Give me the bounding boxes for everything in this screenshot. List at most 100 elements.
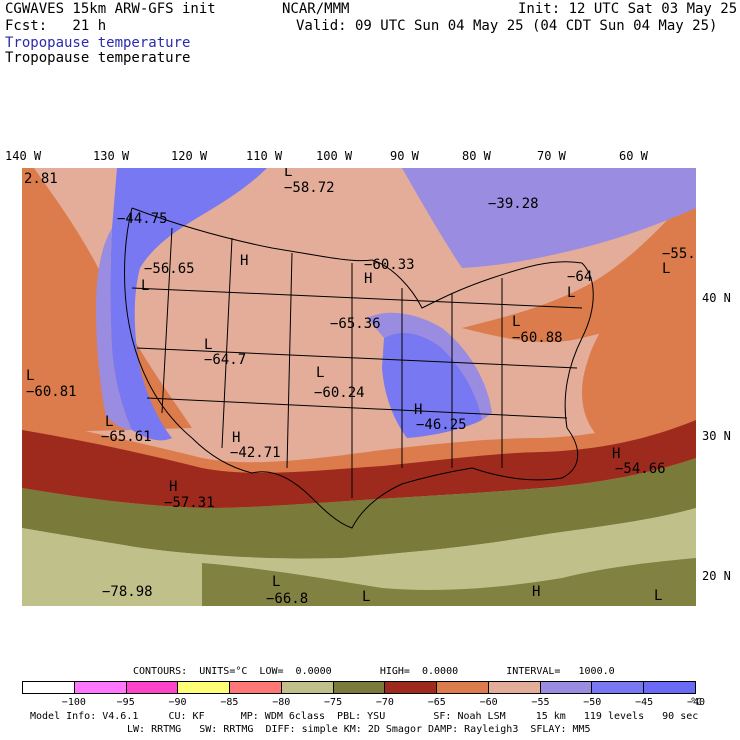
legend-tick-label: −45 (635, 697, 654, 708)
high-marker: H (364, 271, 372, 287)
low-marker: L (141, 278, 149, 294)
tropopause-value-label: −60.24 (314, 385, 365, 401)
band-lavender-pacific-nw (96, 228, 132, 430)
band-lavender-canada-east (422, 168, 542, 223)
legend-swatch (592, 682, 645, 693)
tropopause-value-label: −60.81 (26, 384, 77, 400)
forecast-hour: Fcst: 21 h (5, 18, 107, 34)
tropopause-value-label: −60.33 (364, 257, 415, 273)
lon-label: 70 W (537, 149, 566, 163)
legend-swatch (333, 682, 386, 693)
tropopause-value-label: −57.31 (164, 495, 215, 511)
legend-swatch (126, 682, 179, 693)
low-marker: L (204, 337, 212, 353)
tropopause-value-label: −65.36 (330, 316, 381, 332)
low-marker: L (272, 574, 280, 590)
tropopause-value-label: 2.81 (24, 171, 58, 187)
legend-swatch (281, 682, 334, 693)
legend-tick-label: −65 (427, 697, 446, 708)
band-olive-dark-south (22, 458, 696, 559)
band-lavender-midwest (367, 312, 492, 420)
legend-tick-label: −40 (686, 697, 706, 708)
band-blue-pacific-nw (110, 168, 267, 441)
tropopause-value-label: −46.25 (416, 417, 467, 433)
tropopause-temperature-map: 2.81 L−58.72−39.28−44.75H−56.65L−60.33H−5… (22, 168, 696, 606)
legend-tick-label: −80 (272, 697, 291, 708)
high-marker: H (169, 479, 177, 495)
tropopause-value-label: −56.65 (144, 261, 195, 277)
org-label: NCAR/MMM (282, 1, 350, 17)
tropopause-value-label: −78.98 (102, 584, 153, 600)
low-marker: L (512, 314, 520, 330)
high-marker: H (414, 402, 422, 418)
legend-tick-label: −90 (168, 697, 187, 708)
lat-label: 40 N (702, 291, 731, 305)
low-marker: L (26, 368, 34, 384)
political-boundaries (124, 207, 594, 529)
lon-label: 110 W (246, 149, 283, 163)
init-time: Init: 12 UTC Sat 03 May 25 (518, 1, 738, 17)
legend-swatch (540, 682, 593, 693)
tropopause-value-label: −64 (567, 269, 592, 285)
lat-label: 30 N (702, 429, 731, 443)
band-olive-light-south (22, 508, 696, 606)
low-marker: L (22, 168, 30, 172)
low-marker: L (654, 588, 662, 604)
low-marker: L (567, 285, 575, 301)
tropopause-value-label: −66.8 (266, 591, 308, 606)
tropopause-value-label: −64.7 (204, 352, 246, 368)
tropopause-value-label: −54.66 (615, 461, 666, 477)
band-blue-midwest (382, 332, 482, 438)
legend-unit: °C (689, 697, 703, 708)
legend-tick-label: −50 (583, 697, 602, 708)
map-panel: 2.81 L −58.72 −39.28 −44.75 H −56.65 L −60.33 H −5… (22, 168, 696, 606)
low-marker: L (105, 414, 113, 430)
tropopause-value-label: −65.61 (101, 429, 152, 445)
band-olive-dark-caribbean (202, 558, 696, 606)
tropopause-value-label: −60.88 (512, 330, 563, 346)
low-marker: L (22, 168, 30, 172)
legend-swatch (644, 682, 695, 693)
low-marker: L (362, 589, 370, 605)
low-marker: L (316, 365, 324, 381)
model-info-line1: Model Info: V4.6.1 CU: KF MP: WDM 6class… (30, 711, 699, 722)
low-marker: L (662, 261, 670, 277)
lon-label: 80 W (462, 149, 491, 163)
lon-label: 130 W (93, 149, 130, 163)
tropopause-value-label: −44.75 (117, 211, 168, 227)
high-marker: H (612, 446, 620, 462)
tropopause-value-label: −58.72 (284, 180, 335, 196)
legend-tick-label: −70 (375, 697, 394, 708)
model-title: CGWAVES 15km ARW-GFS init (5, 1, 216, 17)
field-title-shaded: Tropopause temperature (5, 35, 191, 51)
high-marker: H (232, 430, 240, 446)
low-marker: L (284, 168, 292, 180)
lon-label: 60 W (619, 149, 648, 163)
legend-swatch (178, 682, 231, 693)
tropopause-value-label: −39.28 (488, 196, 539, 212)
model-info-line2: LW: RRTMG SW: RRTMG DIFF: simple KM: 2D … (127, 724, 591, 735)
legend-swatch (385, 682, 438, 693)
lat-label: 20 N (702, 569, 731, 583)
field-title-contour: Tropopause temperature (5, 50, 191, 66)
legend-tick-label: −100 (61, 697, 86, 708)
legend-swatch (488, 682, 541, 693)
legend-swatch (23, 682, 75, 693)
legend-swatch (230, 682, 282, 693)
legend-swatch (74, 682, 127, 693)
band-darkred-gulf (22, 420, 696, 508)
legend-tick-label: −60 (479, 697, 498, 708)
legend-tick-label: −55 (531, 697, 550, 708)
legend-swatch (437, 682, 489, 693)
high-marker: H (240, 253, 248, 269)
tropopause-value-label: −55.9 (662, 246, 696, 262)
legend-tick-label: −75 (324, 697, 343, 708)
valid-time: Valid: 09 UTC Sun 04 May 25 (04 CDT Sun … (296, 18, 718, 34)
lon-label: 120 W (171, 149, 208, 163)
contour-info: CONTOURS: UNITS=°C LOW= 0.0000 HIGH= 0.0… (133, 666, 615, 677)
lon-label: 100 W (316, 149, 353, 163)
lon-label: 140 W (5, 149, 42, 163)
band-orange-northeast (582, 208, 696, 440)
legend-tick-label: −95 (116, 697, 135, 708)
lon-label: 90 W (390, 149, 419, 163)
